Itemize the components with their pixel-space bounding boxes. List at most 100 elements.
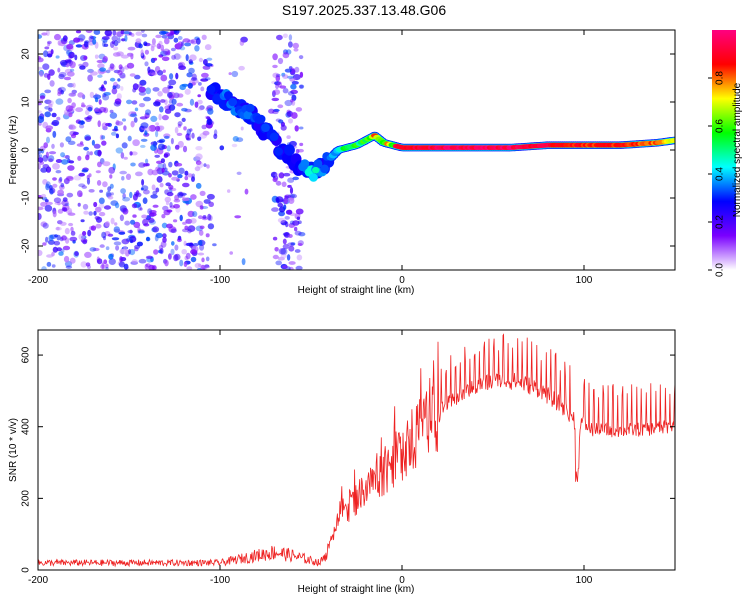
noise-blob bbox=[161, 167, 165, 173]
x-tick-label: 0 bbox=[399, 275, 405, 286]
noise-blob bbox=[297, 243, 303, 246]
noise-blob bbox=[288, 34, 293, 41]
noise-blob bbox=[103, 80, 108, 85]
noise-blob bbox=[63, 255, 70, 263]
noise-blob bbox=[82, 203, 89, 210]
noise-blob bbox=[116, 93, 122, 100]
noise-blob bbox=[102, 87, 106, 92]
noise-blob bbox=[55, 226, 62, 231]
y-tick-label: -20 bbox=[21, 238, 32, 253]
noise-blob bbox=[185, 242, 194, 247]
noise-blob bbox=[96, 59, 104, 64]
noise-blob bbox=[161, 222, 168, 229]
noise-blob bbox=[160, 99, 166, 103]
noise-blob bbox=[167, 49, 171, 56]
noise-blob bbox=[103, 259, 108, 265]
noise-blob bbox=[148, 124, 157, 132]
noise-blob bbox=[109, 174, 113, 179]
noise-blob bbox=[229, 251, 233, 255]
noise-blob bbox=[155, 187, 160, 193]
noise-blob bbox=[198, 82, 202, 86]
noise-blob bbox=[46, 261, 52, 267]
x-tick-label: 100 bbox=[576, 575, 593, 586]
noise-blob bbox=[153, 140, 157, 148]
noise-blob bbox=[77, 202, 81, 207]
noise-blob bbox=[162, 237, 167, 243]
noise-blob bbox=[282, 88, 289, 94]
noise-blob bbox=[74, 54, 78, 61]
noise-blob bbox=[273, 89, 281, 95]
noise-blob bbox=[204, 44, 212, 51]
noise-blob bbox=[79, 192, 83, 197]
noise-blob bbox=[184, 42, 192, 47]
noise-blob bbox=[129, 151, 133, 156]
noise-blob bbox=[153, 57, 158, 61]
noise-blob bbox=[47, 53, 53, 58]
noise-blob bbox=[150, 43, 156, 48]
noise-blob bbox=[44, 204, 53, 212]
noise-blob bbox=[285, 221, 289, 228]
noise-blob bbox=[38, 122, 42, 126]
noise-blob bbox=[164, 259, 169, 267]
noise-blob bbox=[40, 193, 47, 199]
noise-blob bbox=[111, 35, 119, 42]
colorbar-tick-label: 0.6 bbox=[715, 119, 726, 133]
noise-blob bbox=[83, 41, 89, 48]
noise-blob bbox=[139, 116, 148, 120]
noise-blob bbox=[132, 214, 137, 218]
noise-blob bbox=[182, 228, 189, 233]
noise-blob bbox=[99, 67, 106, 72]
noise-blob bbox=[87, 74, 93, 82]
noise-blob bbox=[152, 226, 160, 233]
noise-blob bbox=[168, 173, 172, 178]
noise-blob bbox=[208, 201, 214, 207]
noise-blob bbox=[105, 69, 111, 74]
noise-blob bbox=[94, 97, 99, 103]
noise-blob bbox=[184, 88, 191, 95]
noise-blob bbox=[159, 182, 164, 188]
noise-blob bbox=[143, 189, 150, 195]
noise-blob bbox=[173, 30, 180, 35]
noise-blob bbox=[276, 197, 280, 204]
noise-blob bbox=[155, 166, 161, 172]
noise-blob bbox=[112, 30, 117, 36]
noise-blob bbox=[162, 205, 169, 211]
noise-blob bbox=[68, 92, 77, 97]
noise-blob bbox=[102, 93, 107, 98]
noise-blob bbox=[185, 133, 192, 141]
noise-blob bbox=[129, 73, 136, 77]
noise-blob bbox=[84, 109, 90, 116]
noise-blob bbox=[212, 243, 217, 247]
noise-blob bbox=[290, 242, 296, 246]
noise-blob bbox=[199, 205, 204, 210]
noise-blob bbox=[195, 153, 203, 160]
noise-blob bbox=[48, 103, 53, 109]
noise-blob bbox=[290, 89, 298, 95]
snr-xlabel: Height of straight line (km) bbox=[298, 584, 415, 595]
noise-blob bbox=[43, 142, 48, 149]
noise-blob bbox=[44, 46, 50, 50]
noise-blob bbox=[298, 126, 304, 130]
noise-blob bbox=[102, 56, 108, 63]
noise-blob bbox=[78, 34, 86, 41]
noise-blob bbox=[66, 211, 73, 214]
spectrogram-xlabel: Height of straight line (km) bbox=[298, 285, 415, 296]
noise-blob bbox=[115, 147, 124, 154]
noise-blob bbox=[66, 175, 74, 180]
noise-blob bbox=[182, 38, 191, 43]
noise-blob bbox=[97, 120, 101, 128]
noise-blob bbox=[118, 231, 126, 235]
noise-blob bbox=[232, 136, 239, 142]
noise-blob bbox=[115, 133, 119, 139]
noise-blob bbox=[205, 233, 210, 238]
noise-blob bbox=[97, 74, 103, 78]
noise-blob bbox=[272, 108, 280, 112]
noise-blob bbox=[290, 99, 294, 103]
noise-blob bbox=[95, 170, 101, 174]
noise-blob bbox=[282, 232, 289, 236]
noise-blob bbox=[68, 51, 75, 59]
noise-blob bbox=[205, 256, 210, 262]
noise-blob bbox=[164, 135, 170, 139]
noise-blob bbox=[145, 87, 152, 95]
